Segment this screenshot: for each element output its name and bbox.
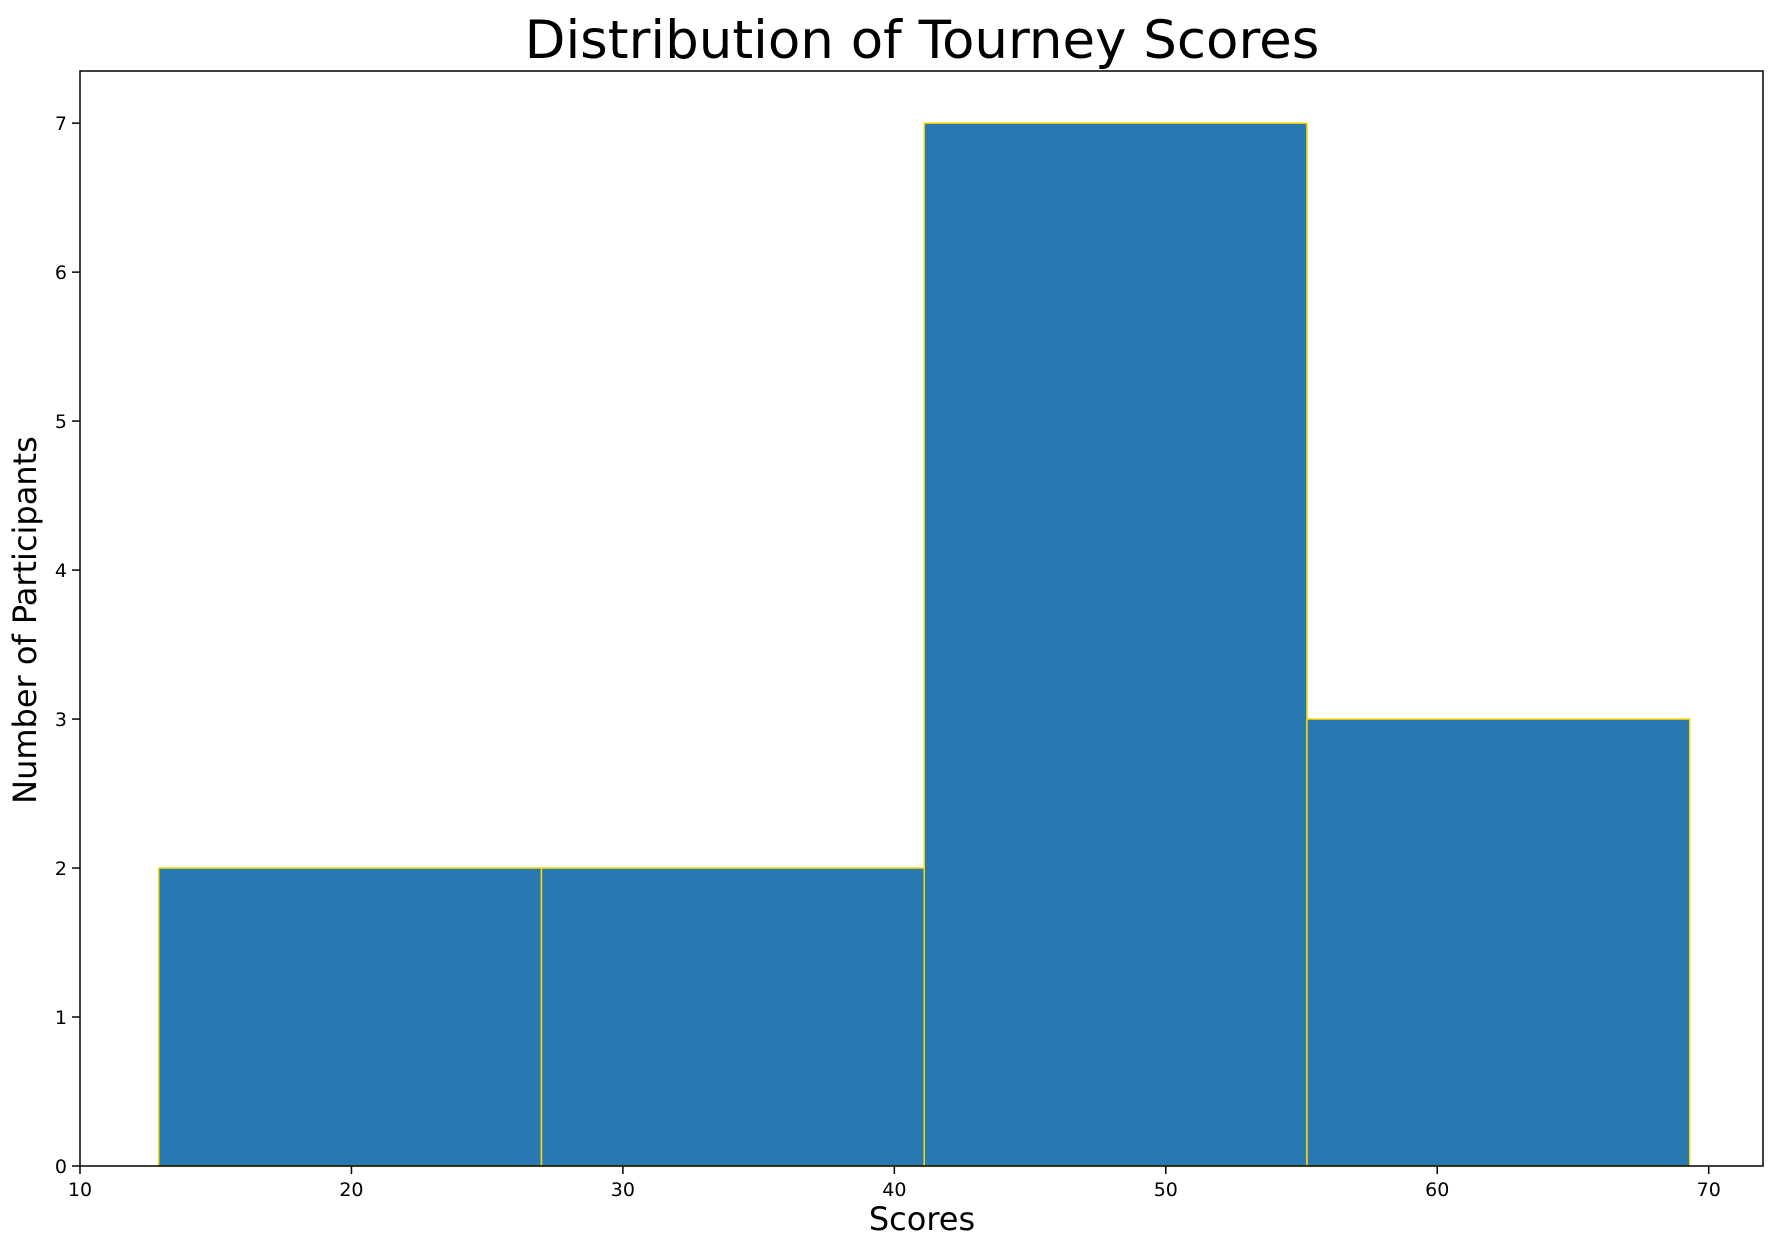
x-tick-label: 40 bbox=[882, 1179, 906, 1201]
y-tick-label: 2 bbox=[55, 858, 67, 880]
x-tick-label: 10 bbox=[68, 1179, 92, 1201]
y-axis-label: Number of Participants bbox=[6, 436, 44, 804]
y-tick-label: 5 bbox=[55, 411, 67, 433]
histogram-bar-4 bbox=[1306, 718, 1691, 1167]
y-tick-label: 6 bbox=[55, 262, 67, 284]
bars-group bbox=[157, 122, 1691, 1167]
x-tick-label: 70 bbox=[1697, 1179, 1721, 1201]
y-tick-label: 7 bbox=[55, 113, 67, 135]
x-tick-label: 30 bbox=[611, 1179, 635, 1201]
histogram-bar-3 bbox=[923, 122, 1308, 1167]
x-axis-label: Scores bbox=[869, 1200, 975, 1238]
y-tick-label: 1 bbox=[55, 1007, 67, 1029]
chart-title: Distribution of Tourney Scores bbox=[525, 10, 1320, 71]
x-axis-ticks: 10 20 30 40 50 60 70 bbox=[68, 1166, 1721, 1201]
histogram-bar-2 bbox=[540, 867, 925, 1167]
histogram-bar-1 bbox=[157, 867, 543, 1167]
y-axis-ticks: 0 1 2 3 4 5 6 7 bbox=[55, 113, 80, 1178]
y-tick-label: 4 bbox=[55, 560, 67, 582]
plot-frame bbox=[79, 70, 1764, 1167]
y-tick-label: 0 bbox=[55, 1156, 67, 1178]
x-tick-label: 20 bbox=[339, 1179, 363, 1201]
x-tick-label: 50 bbox=[1154, 1179, 1178, 1201]
y-tick-label: 3 bbox=[55, 709, 67, 731]
x-tick-label: 60 bbox=[1425, 1179, 1449, 1201]
